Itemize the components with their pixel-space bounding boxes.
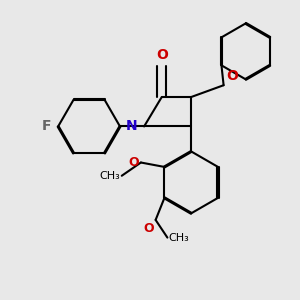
- Text: F: F: [41, 119, 51, 134]
- Text: N: N: [126, 119, 138, 134]
- Text: O: O: [143, 222, 154, 235]
- Text: O: O: [128, 156, 139, 169]
- Text: O: O: [226, 69, 238, 83]
- Text: CH₃: CH₃: [100, 171, 120, 181]
- Text: O: O: [156, 48, 168, 62]
- Text: CH₃: CH₃: [169, 232, 190, 243]
